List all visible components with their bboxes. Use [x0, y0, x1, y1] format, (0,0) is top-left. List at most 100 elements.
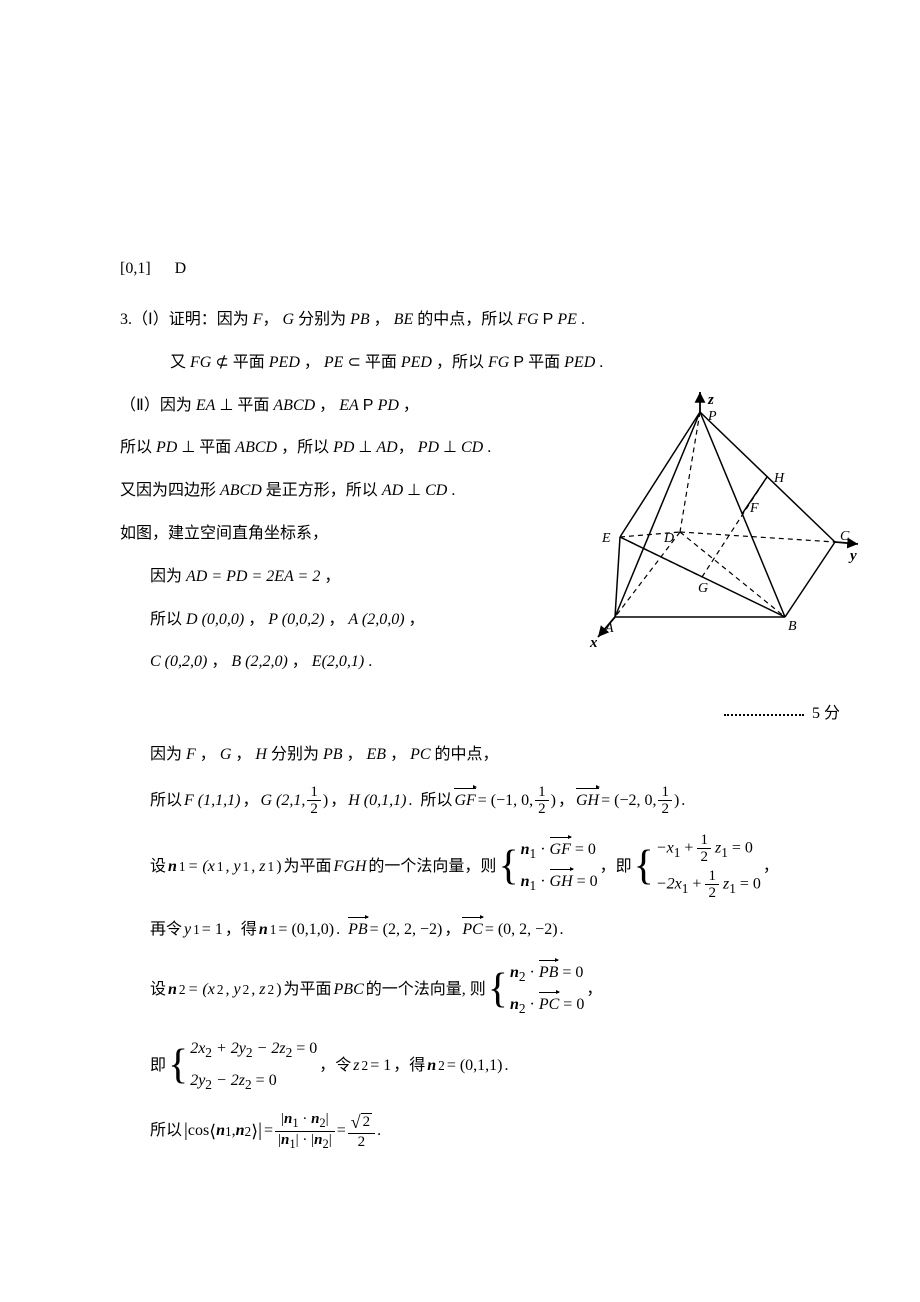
sub: 2 [205, 1077, 212, 1092]
num: 1 [535, 784, 549, 802]
sub: 1 [729, 881, 736, 896]
var: G [283, 311, 295, 328]
text: = 0 [559, 996, 584, 1013]
system-brace: { −x1 + 12 z1 = 0 −2x1 + 12 z1 = 0 [634, 832, 761, 902]
var: PD [418, 439, 439, 456]
text: 为平面 [284, 976, 332, 1005]
var: ABCD [220, 482, 262, 499]
normal-n1-line: 设 n1 = (x1 , y1 , z1 ) 为平面 FGH 的一个法向量，则 … [120, 832, 860, 902]
text: ， [444, 916, 460, 945]
text: ) [551, 787, 556, 816]
var: P (0,0,2) [268, 611, 324, 628]
var: − 2z [212, 1072, 245, 1089]
var: n [510, 996, 519, 1013]
var: E(2,0,1) [312, 653, 364, 670]
text: · [536, 841, 549, 858]
text: . [336, 916, 340, 945]
text: . [487, 439, 491, 456]
sub: 2 [179, 978, 186, 1002]
text: ， [319, 397, 335, 414]
text: ，所以 [436, 354, 484, 371]
sub: 1 [193, 918, 200, 942]
num: 1 [697, 832, 711, 850]
text: ⊂ 平面 [347, 354, 396, 371]
den: 2 [307, 801, 321, 818]
text: ， [248, 611, 264, 628]
part2-line-5: 因为 AD = PD = 2EA = 2 ， [120, 563, 550, 592]
text: ， [304, 354, 320, 371]
var: z [719, 876, 729, 893]
answer-letter: D [175, 260, 187, 278]
var: PE [557, 311, 577, 328]
vector-GH: GH [576, 787, 599, 816]
cos-label: cos [188, 1117, 209, 1146]
text: . [599, 354, 603, 371]
den: 2 [658, 801, 672, 818]
proof-line-1: 3.（Ⅰ）证明：因为 F， G 分别为 PB ， BE 的中点，所以 FG P … [120, 306, 860, 335]
solve-n1-line: 再令 y1 = 1 ，得 n1 = (0,1,0) . PB = (2, 2, … [120, 916, 860, 945]
text: = 0 [292, 1040, 317, 1057]
text: ， [347, 746, 363, 763]
var: F [186, 746, 196, 763]
parallel-symbol: P 平面 [513, 354, 560, 371]
text: ， [390, 746, 406, 763]
text: = 0 [558, 964, 583, 981]
sub: 2 [268, 978, 275, 1002]
system-brace: { 2x2 + 2y2 − 2z2 = 0 2y2 − 2z2 = 0 [168, 1035, 317, 1097]
coords-line: 所以 F (1,1,1)， G (2,1,12)， H (0,1,1). 所以 … [120, 784, 860, 818]
text: ， [328, 611, 344, 628]
text: = [337, 1117, 346, 1146]
abs-cos: cos ⟨n1, n2⟩ [184, 1114, 262, 1149]
var: PED [564, 354, 595, 371]
var: AD = PD = 2EA = 2 [186, 568, 320, 585]
var: AD [382, 482, 403, 499]
var: + 2y [212, 1040, 246, 1057]
text: ，即 [600, 853, 632, 882]
var: ABCD [273, 397, 315, 414]
den: 2 [348, 1134, 375, 1151]
text: 所以 [420, 787, 452, 816]
text: ， [586, 976, 602, 1005]
sub: 2 [217, 978, 224, 1002]
var: n [521, 873, 530, 890]
point-G-label: G [698, 581, 708, 596]
var: z [711, 840, 721, 857]
text: = 0 [736, 876, 761, 893]
var: A (2,0,0) [348, 611, 404, 628]
text: 因为 [150, 568, 182, 585]
text: + [688, 876, 705, 893]
radicand: 2 [361, 1113, 373, 1131]
text: = (0,1,0) [278, 916, 334, 945]
var: z [353, 1052, 359, 1081]
num: 1 [705, 868, 719, 886]
text: . [505, 1052, 509, 1081]
var: BE [394, 311, 414, 328]
var: PC [410, 746, 430, 763]
text: 为平面 [284, 853, 332, 882]
var: − 2z [253, 1040, 286, 1057]
axis-y-label: y [848, 548, 857, 564]
vector: GH [550, 868, 573, 897]
point-H-label: H [773, 471, 785, 486]
fraction: √2 2 [348, 1113, 375, 1150]
part2-line-7: C (0,2,0) ， B (2,2,0) ， E(2,0,1) . [120, 648, 550, 677]
text: ) [323, 787, 328, 816]
var: H [255, 746, 267, 763]
var: FG [190, 354, 211, 371]
text: . [368, 653, 372, 670]
diagram-column: z y x P H F E D C G A B [560, 392, 860, 652]
text: ， [292, 653, 308, 670]
text: ， [403, 397, 419, 414]
part2-with-diagram: （Ⅱ）因为 EA ⊥ 平面 ABCD ， EA P PD ， 所以 PD ⊥ 平… [120, 392, 860, 692]
normal-n2-line: 设 n2 = (x2 , y2 , z2 ) 为平面 PBC 的一个法向量, 则… [120, 959, 860, 1021]
text: ⊥ 平面 [181, 439, 231, 456]
var: ABCD [235, 439, 277, 456]
text: 因为 [150, 746, 182, 763]
sub: 2 [246, 1045, 253, 1060]
text: ⊥ 平面 [219, 397, 269, 414]
score-marker: 5 分 [120, 699, 860, 723]
point-D-label: D [663, 531, 674, 546]
text: 所以 [120, 439, 152, 456]
sub: 1 [268, 855, 275, 879]
text: . [408, 787, 412, 816]
